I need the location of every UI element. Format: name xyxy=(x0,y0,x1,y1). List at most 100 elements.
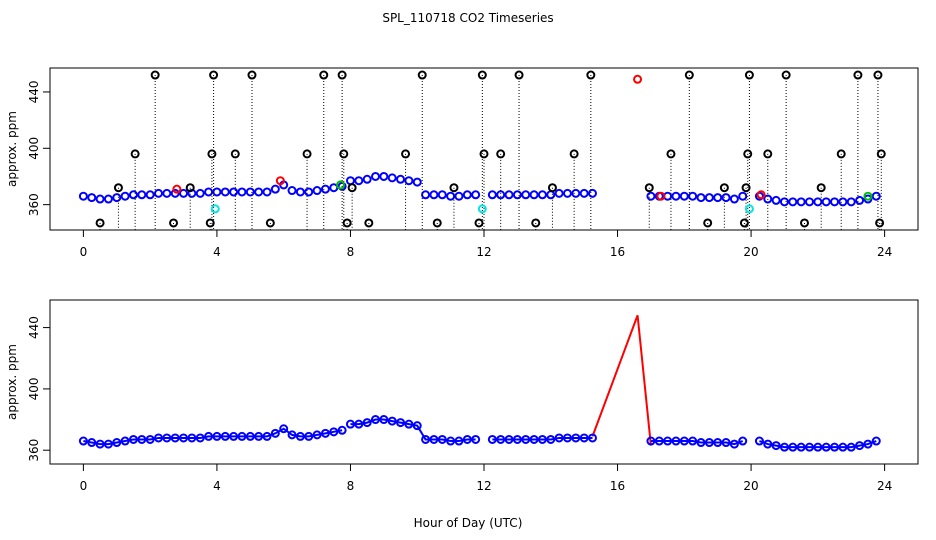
data-point xyxy=(205,218,215,228)
data-point xyxy=(154,188,163,198)
data-point xyxy=(521,190,531,200)
data-point xyxy=(379,415,389,425)
data-point xyxy=(247,70,257,80)
data-point xyxy=(379,171,389,181)
data-point xyxy=(230,149,240,159)
data-point xyxy=(588,188,597,198)
data-point xyxy=(265,218,275,228)
data-point xyxy=(412,421,422,431)
data-point xyxy=(875,218,885,228)
data-point xyxy=(863,439,873,449)
series-line xyxy=(591,314,652,446)
data-point xyxy=(477,70,487,80)
data-point xyxy=(738,436,748,446)
data-point xyxy=(529,190,539,200)
data-point xyxy=(429,434,439,444)
data-point xyxy=(821,442,831,452)
data-point xyxy=(788,442,798,452)
data-point xyxy=(721,193,731,203)
data-point xyxy=(805,442,814,452)
data-point xyxy=(421,434,431,444)
data-point xyxy=(150,70,160,80)
y-tick-label: 360 xyxy=(27,193,41,216)
data-point xyxy=(781,70,791,80)
data-point xyxy=(254,431,264,441)
data-point xyxy=(571,188,581,198)
data-point xyxy=(120,191,130,201)
y-tick-label: 400 xyxy=(27,377,41,400)
data-point xyxy=(95,218,105,228)
data-point xyxy=(404,176,414,186)
data-point xyxy=(237,187,247,197)
data-point xyxy=(337,70,347,80)
data-point xyxy=(412,177,422,187)
data-point xyxy=(729,439,739,449)
data-point xyxy=(721,438,731,448)
data-point xyxy=(275,176,285,186)
data-point xyxy=(838,442,848,452)
data-point xyxy=(320,428,330,438)
data-point xyxy=(741,183,751,193)
data-point xyxy=(345,176,355,186)
data-point xyxy=(496,434,506,444)
data-point xyxy=(130,149,140,159)
data-point xyxy=(779,442,789,452)
data-point xyxy=(471,434,481,444)
data-point xyxy=(270,184,280,194)
data-point xyxy=(162,188,172,198)
y-axis-label: approx. ppm xyxy=(5,111,19,187)
data-point xyxy=(756,190,766,200)
data-point xyxy=(320,184,330,194)
data-point xyxy=(354,419,364,429)
data-point xyxy=(504,434,514,444)
data-point xyxy=(454,191,464,201)
data-point xyxy=(204,187,214,197)
data-point xyxy=(162,433,172,443)
data-point xyxy=(646,191,656,201)
data-point xyxy=(78,191,88,201)
data-point xyxy=(663,436,673,446)
data-point xyxy=(295,431,305,441)
x-tick-label: 16 xyxy=(610,245,625,259)
data-point xyxy=(319,70,329,80)
data-point xyxy=(771,441,781,451)
data-point xyxy=(656,191,666,201)
data-point xyxy=(479,149,489,159)
data-point xyxy=(404,419,414,429)
data-point xyxy=(754,436,764,446)
data-point xyxy=(871,436,881,446)
data-point xyxy=(295,187,305,197)
data-point xyxy=(220,431,230,441)
data-point xyxy=(170,188,180,198)
data-point xyxy=(514,70,524,80)
x-axis-label: Hour of Day (UTC) xyxy=(414,516,523,530)
x-tick-label: 0 xyxy=(80,479,88,493)
x-tick-label: 20 xyxy=(743,479,758,493)
x-tick-label: 12 xyxy=(476,245,491,259)
data-point xyxy=(713,438,723,448)
data-point xyxy=(113,183,123,193)
data-point xyxy=(830,197,840,207)
y-tick-label: 440 xyxy=(27,316,41,339)
data-point xyxy=(229,187,239,197)
data-point xyxy=(172,184,182,194)
data-point xyxy=(838,197,848,207)
data-point xyxy=(537,434,547,444)
data-point xyxy=(512,434,522,444)
data-point xyxy=(830,442,840,452)
data-point xyxy=(474,218,484,228)
data-point xyxy=(137,434,147,444)
data-point xyxy=(821,197,831,207)
data-point xyxy=(245,187,255,197)
data-point xyxy=(654,436,664,446)
data-point xyxy=(571,433,581,443)
data-point xyxy=(529,434,539,444)
data-point xyxy=(813,442,823,452)
data-point xyxy=(562,433,572,443)
chart-title: SPL_110718 CO2 Timeseries xyxy=(382,11,553,25)
data-point xyxy=(137,190,147,200)
data-point xyxy=(805,197,814,207)
data-point xyxy=(95,439,105,449)
data-point xyxy=(496,190,506,200)
data-point xyxy=(396,174,406,184)
